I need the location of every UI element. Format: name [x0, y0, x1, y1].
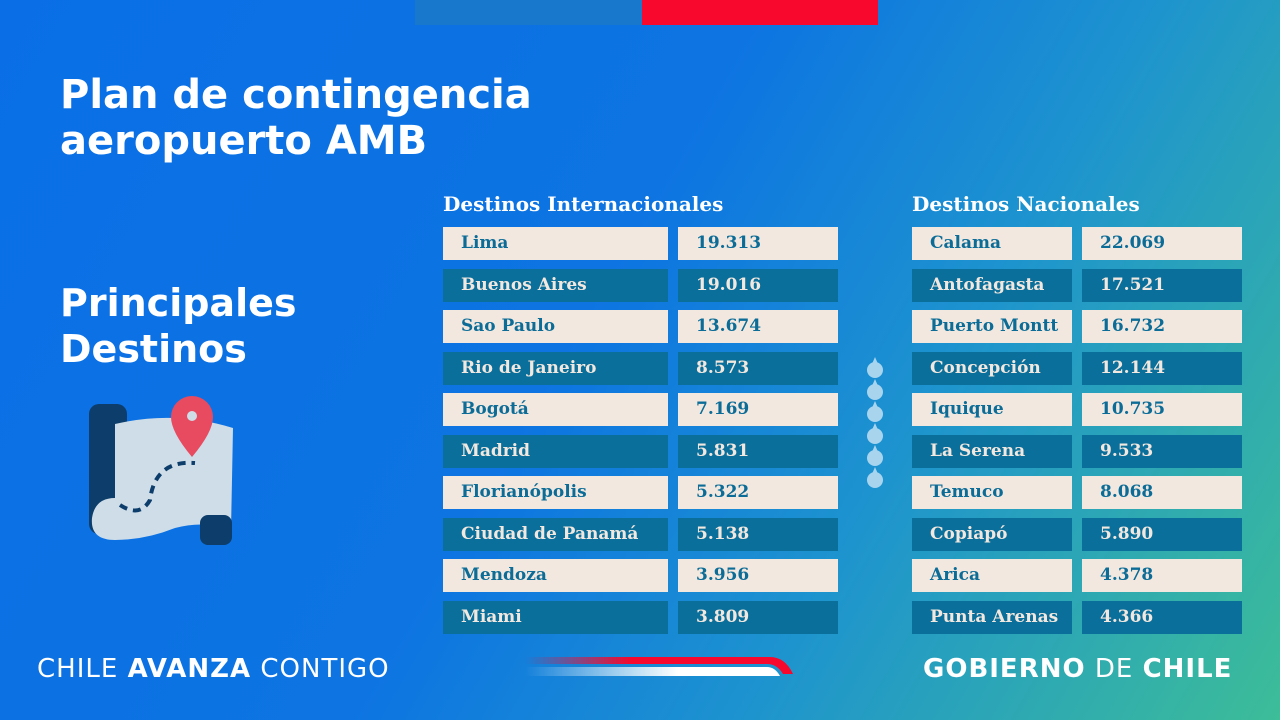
destination-name: Calama	[912, 227, 1072, 260]
table-row: Miami 3.809	[443, 600, 838, 634]
drop-icon	[867, 357, 883, 378]
destination-name: Florianópolis	[443, 476, 668, 509]
passenger-count: 5.138	[678, 517, 838, 551]
passenger-count: 13.674	[678, 310, 838, 343]
destination-name: Miami	[443, 600, 668, 634]
destination-name: Iquique	[912, 393, 1072, 426]
table-row: Temuco 8.068	[912, 476, 1242, 509]
table-row: Iquique 10.735	[912, 393, 1242, 426]
drop-icon	[867, 379, 883, 400]
destination-name: Buenos Aires	[443, 268, 668, 302]
flag-swoosh	[525, 657, 793, 676]
destination-name: Antofagasta	[912, 268, 1072, 302]
national-header: Destinos Nacionales	[912, 192, 1140, 216]
drop-icon	[867, 445, 883, 466]
passenger-count: 8.573	[678, 351, 838, 385]
passenger-count: 22.069	[1082, 227, 1242, 260]
passenger-count: 5.890	[1082, 517, 1242, 551]
passenger-count: 3.956	[678, 559, 838, 592]
footer-gobierno: GOBIERNO DE CHILE	[923, 654, 1232, 684]
passenger-count: 19.016	[678, 268, 838, 302]
slogan-bold: AVANZA	[127, 654, 252, 684]
destination-name: Madrid	[443, 434, 668, 468]
gov-part: GOBIERNO	[923, 654, 1086, 684]
table-row: Puerto Montt 16.732	[912, 310, 1242, 343]
passenger-count: 10.735	[1082, 393, 1242, 426]
subtitle-line-1: Principales	[60, 281, 297, 325]
destination-name: Lima	[443, 227, 668, 260]
slogan-part: CHILE	[37, 654, 128, 684]
destination-name: Punta Arenas	[912, 600, 1072, 634]
passenger-count: 5.322	[678, 476, 838, 509]
drop-icon	[867, 423, 883, 444]
table-row: Ciudad de Panamá 5.138	[443, 517, 838, 551]
title-line-2: aeropuerto AMB	[60, 118, 428, 164]
international-header: Destinos Internacionales	[443, 192, 724, 216]
passenger-count: 9.533	[1082, 434, 1242, 468]
drop-icon	[867, 401, 883, 422]
section-subtitle: Principales Destinos	[60, 280, 296, 372]
page-title: Plan de contingencia aeropuerto AMB	[60, 72, 532, 164]
destination-name: Rio de Janeiro	[443, 351, 668, 385]
passenger-count: 4.378	[1082, 559, 1242, 592]
footer-slogan: CHILE AVANZA CONTIGO	[37, 654, 390, 684]
passenger-count: 5.831	[678, 434, 838, 468]
table-row: Copiapó 5.890	[912, 517, 1242, 551]
destination-name: Ciudad de Panamá	[443, 517, 668, 551]
table-row: Lima 19.313	[443, 227, 838, 260]
table-row: Punta Arenas 4.366	[912, 600, 1242, 634]
destination-name: Puerto Montt	[912, 310, 1072, 343]
table-row: Concepción 12.144	[912, 351, 1242, 385]
destination-name: Mendoza	[443, 559, 668, 592]
table-row: Bogotá 7.169	[443, 393, 838, 426]
table-row: Florianópolis 5.322	[443, 476, 838, 509]
gov-part: DE	[1085, 654, 1143, 684]
destination-name: Bogotá	[443, 393, 668, 426]
table-row: Sao Paulo 13.674	[443, 310, 838, 343]
passenger-count: 19.313	[678, 227, 838, 260]
destination-name: Sao Paulo	[443, 310, 668, 343]
destination-name: La Serena	[912, 434, 1072, 468]
slogan-part: CONTIGO	[251, 654, 390, 684]
passenger-count: 3.809	[678, 600, 838, 634]
table-row: La Serena 9.533	[912, 434, 1242, 468]
map-pin-icon	[89, 396, 233, 545]
passenger-count: 4.366	[1082, 600, 1242, 634]
table-row: Buenos Aires 19.016	[443, 268, 838, 302]
passenger-count: 17.521	[1082, 268, 1242, 302]
table-row: Madrid 5.831	[443, 434, 838, 468]
destination-name: Copiapó	[912, 517, 1072, 551]
table-row: Mendoza 3.956	[443, 559, 838, 592]
divider-drops	[867, 357, 883, 494]
table-row: Antofagasta 17.521	[912, 268, 1242, 302]
table-row: Arica 4.378	[912, 559, 1242, 592]
passenger-count: 16.732	[1082, 310, 1242, 343]
destination-name: Concepción	[912, 351, 1072, 385]
subtitle-line-2: Destinos	[60, 327, 247, 371]
destination-name: Temuco	[912, 476, 1072, 509]
passenger-count: 7.169	[678, 393, 838, 426]
gov-part: CHILE	[1142, 654, 1233, 684]
table-row: Calama 22.069	[912, 227, 1242, 260]
passenger-count: 12.144	[1082, 351, 1242, 385]
passenger-count: 8.068	[1082, 476, 1242, 509]
top-stripe-blue	[415, 0, 642, 25]
destination-name: Arica	[912, 559, 1072, 592]
top-stripe-red	[642, 0, 878, 25]
drop-icon	[867, 467, 883, 488]
title-line-1: Plan de contingencia	[60, 72, 532, 118]
table-row: Rio de Janeiro 8.573	[443, 351, 838, 385]
